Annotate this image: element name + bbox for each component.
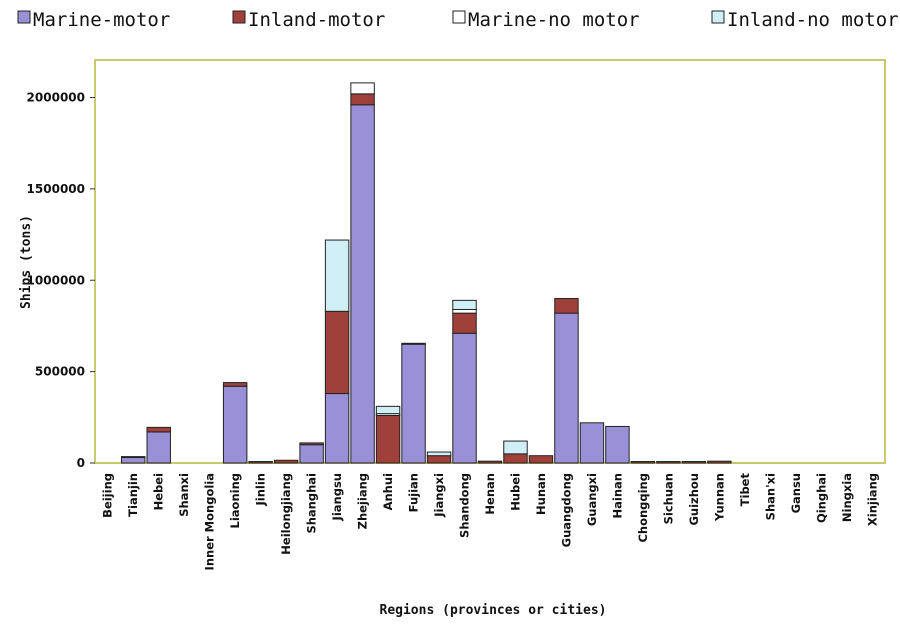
bar-1-7 bbox=[273, 459, 299, 464]
x-tick-label-22: Sichuan bbox=[661, 473, 675, 524]
y-tick-label-3: 1500000 bbox=[27, 182, 85, 196]
x-tick-label-24: Yunnan bbox=[712, 473, 726, 522]
y-tick-label-0: 0 bbox=[77, 456, 85, 470]
bar-1-9 bbox=[324, 310, 350, 395]
x-tick-label-21: Chongqing bbox=[636, 473, 650, 543]
bar-2-14 bbox=[452, 308, 477, 314]
bar-1-24 bbox=[707, 460, 732, 464]
legend-swatch-0 bbox=[17, 10, 31, 24]
bar-0-5 bbox=[222, 385, 248, 464]
x-tick-label-3: Shanxi bbox=[177, 473, 191, 517]
y-tick-label-1: 500000 bbox=[35, 365, 85, 379]
legend-swatch-1 bbox=[232, 10, 246, 24]
x-tick-label-13: Jiangxi bbox=[432, 473, 446, 518]
legend-swatch-3 bbox=[711, 10, 725, 24]
x-tick-label-11: Anhui bbox=[381, 473, 395, 510]
legend-swatch-2 bbox=[452, 10, 466, 24]
x-tick-label-7: Heilongjiang bbox=[279, 473, 293, 555]
x-axis: Beijing Tianjin Hebei Shanxi Inner Mongolia L… bbox=[101, 473, 880, 571]
bar-0-2 bbox=[146, 431, 171, 464]
bar-1-16 bbox=[503, 453, 528, 464]
legend-label-2: Marine-no motor bbox=[468, 9, 640, 31]
bar-3-13 bbox=[426, 451, 452, 457]
bar-2-10 bbox=[350, 82, 375, 95]
x-tick-label-10: Zhejiang bbox=[356, 473, 370, 529]
bar-1-13 bbox=[426, 455, 452, 464]
y-axis: 0 500000 1000000 1500000 2000000 bbox=[27, 91, 95, 470]
bar-1-21 bbox=[630, 461, 656, 464]
x-tick-label-2: Hebei bbox=[152, 473, 166, 510]
bar-1-10 bbox=[350, 93, 375, 106]
x-tick-label-14: Shandong bbox=[458, 473, 472, 538]
bar-1-11 bbox=[375, 414, 401, 464]
x-tick-label-0: Beijing bbox=[101, 473, 115, 518]
x-tick-label-5: Liaoning bbox=[228, 473, 242, 528]
legend-label-1: Inland-motor bbox=[248, 9, 385, 31]
legend: Marine-motor Inland-motor Marine-no motor I… bbox=[17, 9, 899, 31]
bar-1-6 bbox=[248, 461, 273, 464]
bars bbox=[121, 82, 732, 464]
bar-1-12 bbox=[401, 342, 426, 345]
x-tick-label-12: Fujian bbox=[407, 473, 421, 512]
x-tick-label-4: Inner Mongolia bbox=[203, 473, 217, 570]
x-tick-label-23: Guizhou bbox=[687, 473, 701, 526]
x-tick-label-20: Hainan bbox=[610, 473, 624, 518]
x-tick-label-30: Xinjiang bbox=[865, 473, 879, 526]
bar-3-11 bbox=[375, 405, 401, 415]
bar-0-20 bbox=[605, 425, 630, 464]
bar-0-14 bbox=[452, 332, 477, 464]
x-tick-label-15: Henan bbox=[483, 473, 497, 515]
bar-0-10 bbox=[350, 104, 375, 464]
bar-0-8 bbox=[299, 444, 324, 464]
legend-label-3: Inland-no motor bbox=[727, 9, 899, 31]
bar-3-14 bbox=[452, 299, 477, 310]
bar-1-18 bbox=[554, 298, 579, 314]
x-tick-label-28: Qinghai bbox=[814, 473, 828, 523]
bar-0-12 bbox=[401, 343, 426, 464]
x-tick-label-19: Guangxi bbox=[585, 473, 599, 526]
x-axis-title: Regions (provinces or cities) bbox=[380, 603, 607, 618]
bar-3-9 bbox=[324, 239, 350, 312]
bar-0-1 bbox=[121, 457, 146, 464]
x-tick-label-18: Guangdong bbox=[559, 473, 573, 547]
x-tick-label-6: Jinlin bbox=[254, 473, 268, 506]
bar-1-17 bbox=[528, 455, 554, 464]
bar-1-2 bbox=[146, 426, 171, 433]
x-tick-label-27: Gansu bbox=[789, 473, 803, 513]
bar-3-16 bbox=[503, 440, 528, 455]
legend-label-0: Marine-motor bbox=[33, 9, 170, 31]
x-tick-label-1: Tianjin bbox=[126, 473, 140, 517]
x-tick-label-9: Jiangsu bbox=[330, 473, 344, 521]
bar-1-1 bbox=[121, 456, 146, 459]
bar-1-22 bbox=[656, 461, 681, 464]
y-axis-title: Ships (tons) bbox=[19, 215, 34, 309]
plot-area-frame bbox=[94, 59, 886, 464]
x-tick-label-16: Hubei bbox=[508, 473, 522, 511]
x-tick-label-26: Shan'xi bbox=[763, 473, 777, 520]
bar-1-14 bbox=[452, 312, 477, 334]
x-tick-label-8: Shanghai bbox=[305, 473, 319, 534]
x-tick-label-29: Ningxia bbox=[840, 473, 854, 522]
y-tick-label-4: 2000000 bbox=[27, 91, 85, 105]
bar-0-18 bbox=[554, 312, 579, 464]
bar-0-9 bbox=[324, 393, 350, 464]
x-tick-label-25: Tibet bbox=[738, 473, 752, 507]
bar-1-15 bbox=[477, 460, 503, 464]
bar-1-5 bbox=[222, 382, 248, 387]
x-tick-label-17: Hunan bbox=[534, 473, 548, 515]
bar-1-8 bbox=[299, 442, 324, 446]
bar-1-23 bbox=[681, 461, 707, 464]
y-tick-label-2: 1000000 bbox=[27, 273, 85, 287]
bar-0-19 bbox=[579, 422, 605, 464]
